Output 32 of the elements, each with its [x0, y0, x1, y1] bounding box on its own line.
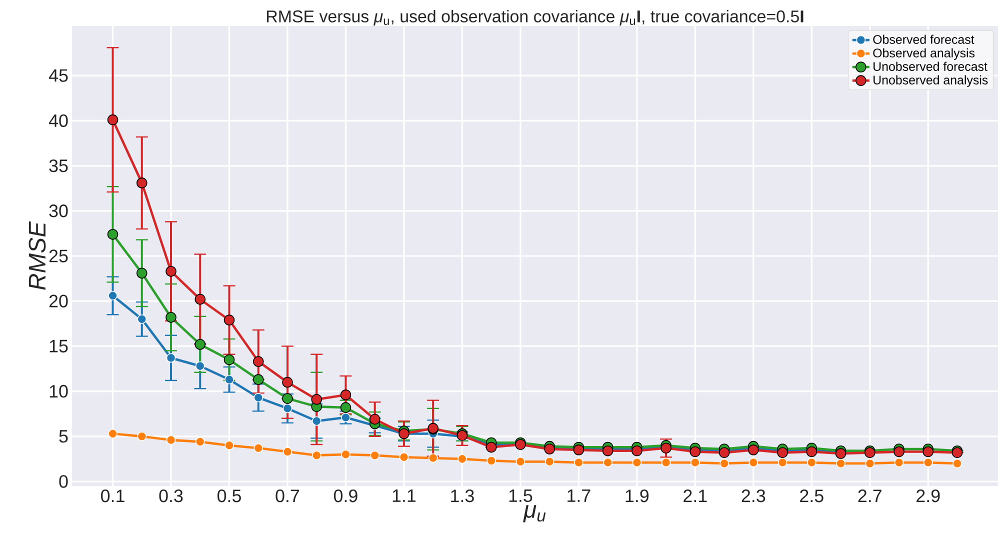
x-tick-label: 2.7	[858, 490, 882, 502]
chart-title: RMSE versus μ$_{u}$, used observation covariance μ$_{u}$I, true covariance=0.5I	[267, 10, 804, 26]
x-tick-label: 1.5	[509, 490, 532, 502]
x-tick-label: 2.1	[684, 490, 707, 502]
y-tick-label: 15	[50, 340, 68, 352]
y-tick-label: 0	[59, 475, 68, 488]
y-tick-label: 45	[48, 69, 68, 82]
x-tick-label: 0.9	[334, 490, 358, 502]
x-tick-label: 2.3	[742, 490, 766, 502]
y-tick-label: 25	[49, 250, 68, 262]
x-tick-label: 1.3	[451, 490, 474, 502]
x-axis-title: μ$_{u}$	[523, 505, 546, 522]
y-tick-label: 40	[48, 114, 68, 128]
legend-label: Unobserved forecast	[874, 62, 988, 71]
x-tick-label: 1.1	[392, 490, 416, 502]
y-tick-label: 35	[49, 159, 68, 172]
x-tick-label: 1.9	[626, 490, 649, 502]
legend-label: Observed forecast	[873, 34, 974, 44]
x-tick-label: 2.5	[800, 490, 824, 502]
y-tick-label: 20	[49, 294, 68, 308]
x-tick-label: 0.7	[276, 490, 300, 502]
y-tick-label: 10	[50, 384, 68, 398]
x-tick-label: 1.7	[568, 490, 590, 502]
legend-label: Observed analysis	[873, 48, 975, 60]
y-tick-label: 30	[49, 204, 68, 218]
x-tick-label: 0.1	[101, 490, 124, 502]
y-axis-title: RMSE	[28, 221, 46, 290]
y-tick-label: 5	[59, 430, 68, 443]
x-tick-label: 0.5	[217, 490, 241, 502]
x-tick-label: 2.9	[916, 490, 940, 502]
x-tick-label: 0.3	[159, 490, 183, 502]
legend-label: Unobserved analysis	[874, 75, 988, 87]
